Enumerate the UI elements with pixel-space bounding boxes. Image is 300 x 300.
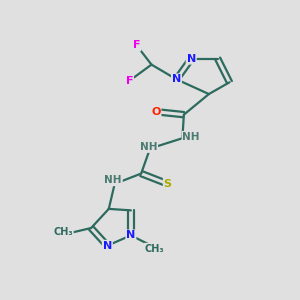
Text: N: N [172,74,181,84]
Text: N: N [126,230,136,240]
Text: F: F [133,40,140,50]
Text: N: N [103,241,112,251]
Text: F: F [126,76,133,86]
Text: NH: NH [182,132,200,142]
Text: NH: NH [104,175,122,185]
Text: CH₃: CH₃ [145,244,164,254]
Text: O: O [151,107,160,117]
Text: NH: NH [140,142,157,152]
Text: CH₃: CH₃ [53,227,73,237]
Text: N: N [187,54,196,64]
Text: S: S [164,179,172,189]
